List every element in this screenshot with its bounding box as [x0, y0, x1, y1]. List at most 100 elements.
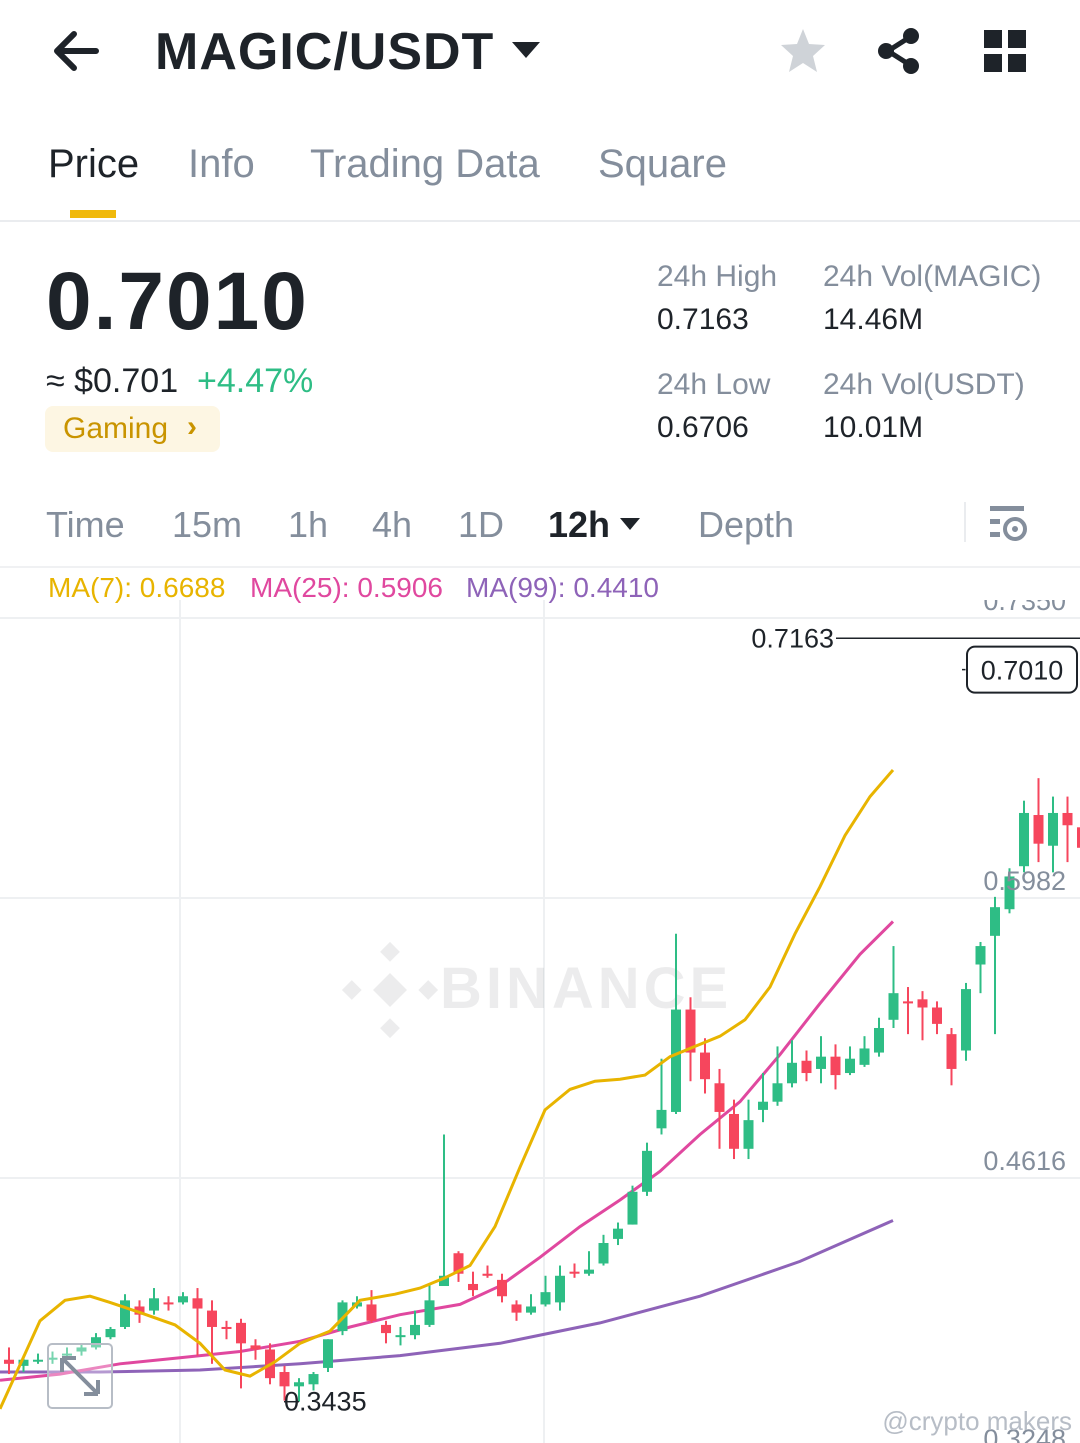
- candles: [4, 778, 1080, 1402]
- high-value: 0.7163: [657, 303, 749, 336]
- candle: [932, 1001, 942, 1035]
- candle: [584, 1251, 594, 1276]
- candle-body: [1048, 812, 1058, 846]
- star-icon[interactable]: [778, 26, 828, 76]
- y-axis-labels: 0.7350 0.5982 0.4616 0.3248: [983, 600, 1066, 1443]
- candle: [874, 1017, 884, 1057]
- candle: [76, 1343, 87, 1356]
- candle: [120, 1294, 130, 1330]
- chart-settings-icon[interactable]: [986, 502, 1030, 546]
- category-tag[interactable]: Gaming ›: [45, 406, 220, 452]
- candle: [714, 1068, 725, 1149]
- candle-body: [990, 907, 1000, 936]
- candle: [439, 1134, 449, 1287]
- candle: [1019, 800, 1029, 873]
- grid-menu-icon[interactable]: [980, 26, 1030, 76]
- timeframe-bar: Time 15m 1h 4h 1D 12h Depth: [0, 490, 1080, 568]
- top-bar: MAGIC/USDT: [0, 0, 1080, 110]
- tab-info[interactable]: Info: [188, 142, 255, 186]
- candle: [497, 1273, 507, 1303]
- candle: [221, 1320, 232, 1340]
- candle: [859, 1036, 870, 1067]
- candle-body: [917, 999, 928, 1008]
- candle: [250, 1339, 261, 1360]
- tab-square[interactable]: Square: [598, 142, 727, 186]
- tf-time[interactable]: Time: [46, 504, 125, 545]
- price-change: +4.47%: [197, 362, 314, 400]
- low-value: 0.6706: [657, 411, 749, 444]
- candle: [511, 1300, 522, 1321]
- candle-body: [946, 1034, 957, 1069]
- dropdown-caret-icon[interactable]: [512, 42, 540, 58]
- candle: [729, 1099, 739, 1160]
- vol-usdt-label: 24h Vol(USDT): [823, 368, 1025, 401]
- candle: [1033, 778, 1044, 863]
- tf-1h[interactable]: 1h: [288, 504, 329, 545]
- candle: [961, 982, 971, 1061]
- candle-body: [62, 1353, 72, 1356]
- pair-title[interactable]: MAGIC/USDT: [155, 23, 495, 81]
- candle-body: [772, 1083, 783, 1102]
- candle-body: [381, 1324, 391, 1334]
- candle-body: [221, 1326, 232, 1330]
- candle: [685, 997, 696, 1082]
- candle-body: [250, 1345, 261, 1350]
- high-label: 24h High: [657, 260, 778, 293]
- candle: [743, 1099, 754, 1160]
- candle: [990, 896, 1000, 1035]
- candle-body: [410, 1324, 420, 1336]
- candle-body: [627, 1191, 638, 1225]
- tf-depth[interactable]: Depth: [698, 504, 795, 545]
- ma25-path: [0, 920, 895, 1382]
- candle-body: [671, 1009, 681, 1112]
- ma25-label: MA(25): 0.5906: [250, 572, 443, 603]
- candle: [207, 1300, 217, 1364]
- tf-12h[interactable]: 12h: [548, 504, 611, 545]
- back-arrow-icon[interactable]: [50, 28, 100, 74]
- candle-body: [569, 1271, 580, 1274]
- chevron-right-icon: ›: [187, 410, 197, 443]
- candle: [366, 1290, 377, 1323]
- candle-body: [830, 1056, 841, 1076]
- active-tab-indicator: [70, 210, 116, 218]
- tf-4h[interactable]: 4h: [372, 504, 413, 545]
- tf-dropdown-caret-icon[interactable]: [620, 518, 640, 530]
- last-price: 0.7010: [46, 256, 309, 347]
- candle: [279, 1365, 290, 1401]
- candle: [47, 1351, 58, 1364]
- candle: [381, 1320, 391, 1344]
- candle: [627, 1185, 638, 1225]
- candle: [294, 1378, 304, 1402]
- candle-body: [700, 1052, 710, 1080]
- candle-body: [105, 1329, 116, 1338]
- candle: [888, 946, 899, 1028]
- candle: [1077, 827, 1080, 848]
- current-price-label: 0.7010: [981, 656, 1064, 686]
- candle-body: [47, 1357, 58, 1360]
- candle-body: [526, 1306, 536, 1313]
- candle: [555, 1265, 565, 1311]
- share-icon[interactable]: [874, 26, 924, 76]
- tab-price[interactable]: Price: [48, 142, 140, 186]
- candle-body: [18, 1359, 29, 1366]
- ma7-path: [0, 769, 895, 1410]
- candle: [787, 1040, 797, 1088]
- candle-body: [1033, 815, 1044, 844]
- candle: [163, 1296, 174, 1311]
- chart-grid: [0, 600, 1080, 1443]
- candle-body: [859, 1048, 870, 1065]
- candle-body: [395, 1335, 406, 1338]
- candle: [1004, 868, 1015, 914]
- ma99-label: MA(99): 0.4410: [466, 572, 659, 603]
- expand-chart-button[interactable]: [47, 1343, 113, 1409]
- candle: [4, 1347, 14, 1375]
- candle-body: [584, 1269, 594, 1274]
- tf-1d[interactable]: 1D: [458, 504, 505, 545]
- candle: [308, 1372, 319, 1391]
- tab-trading-data[interactable]: Trading Data: [310, 142, 540, 186]
- candle: [642, 1142, 652, 1196]
- tf-15m[interactable]: 15m: [172, 504, 243, 545]
- candle-body: [424, 1300, 435, 1325]
- candle-body: [903, 1001, 913, 1004]
